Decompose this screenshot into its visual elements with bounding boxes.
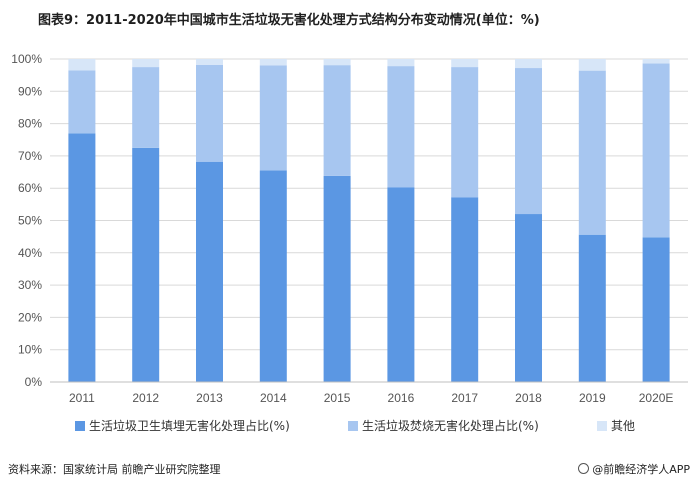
x-tick-label: 2012 (132, 391, 159, 405)
bar-segment-3 (578, 59, 606, 71)
bar-segment-1 (451, 197, 479, 382)
brand-logo-icon (578, 463, 590, 474)
source-note: 资料来源：国家统计局 前瞻产业研究院整理 (8, 463, 221, 476)
bar-segment-3 (196, 59, 223, 65)
x-axis: 2011 2012 2013 2014 2015 2016 2017 2018 2019 2020… (50, 381, 688, 405)
chart-title: 图表9：2011-2020年中国城市生活垃圾无害化处理方式结构分布变动情况(单位… (38, 13, 540, 28)
bar-segment-1 (578, 234, 606, 382)
legend-swatch (75, 421, 85, 431)
y-tick-label: 70% (18, 149, 42, 163)
bar-segment-1 (68, 133, 96, 382)
bar-segment-2 (578, 70, 606, 235)
x-tick-label: 2016 (388, 391, 415, 405)
y-tick-label: 40% (18, 246, 42, 260)
legend: 生活垃圾卫生填埋无害化处理占比(%) 生活垃圾焚烧无害化处理占比(%) 其他 (75, 418, 635, 433)
x-tick-label: 2015 (324, 391, 351, 405)
bar-segment-1 (259, 170, 287, 382)
bar-segment-1 (323, 175, 351, 382)
y-tick-label: 100% (11, 52, 42, 66)
x-tick-label: 2017 (451, 391, 478, 405)
bar-segment-2 (132, 67, 160, 148)
legend-swatch (348, 421, 358, 431)
y-tick-label: 20% (18, 310, 42, 324)
x-tick-label: 2020E (639, 391, 674, 405)
legend-swatch (597, 421, 607, 431)
bar-segment-1 (387, 187, 415, 382)
bar-segment-3 (451, 59, 479, 68)
x-tick-label: 2013 (196, 391, 223, 405)
y-tick-label: 60% (18, 181, 42, 195)
bar-segment-2 (259, 65, 287, 171)
y-axis: 0% 10% 20% 30% 40% 50% 60% 70% 80% 90% 100% (11, 52, 42, 389)
y-tick-label: 90% (18, 84, 42, 98)
y-tick-label: 50% (18, 214, 42, 228)
brand-label: @前瞻经济学人APP (578, 461, 690, 477)
bar-segment-3 (132, 59, 160, 68)
legend-label: 生活垃圾焚烧无害化处理占比(%) (362, 418, 539, 433)
bar-segment-3 (259, 59, 287, 66)
bar-segment-2 (515, 68, 542, 215)
bar-segment-2 (387, 66, 415, 188)
bar-segment-2 (642, 63, 670, 238)
bar-segment-1 (196, 161, 223, 382)
bar-segment-2 (196, 64, 223, 162)
bar-segment-3 (515, 59, 542, 69)
bar-segment-2 (68, 70, 96, 134)
bar-segment-3 (642, 59, 670, 64)
x-tick-label: 2018 (515, 391, 542, 405)
brand-text: @前瞻经济学人APP (592, 463, 690, 476)
bar-segment-3 (323, 59, 351, 66)
bar-segment-2 (451, 67, 479, 198)
bar-segment-3 (387, 59, 415, 67)
legend-label: 生活垃圾卫生填埋无害化处理占比(%) (89, 418, 290, 433)
bar-segment-1 (642, 237, 670, 382)
y-tick-label: 0% (25, 375, 43, 389)
x-tick-label: 2011 (69, 391, 95, 405)
bar-segment-1 (515, 214, 542, 382)
x-tick-label: 2014 (260, 391, 287, 405)
bar-segment-1 (132, 147, 160, 382)
bars (68, 59, 670, 382)
bar-segment-2 (323, 65, 351, 176)
x-tick-label: 2019 (579, 391, 606, 405)
legend-label: 其他 (611, 419, 635, 433)
y-tick-label: 80% (18, 117, 42, 131)
y-tick-label: 30% (18, 278, 42, 292)
bar-segment-3 (68, 59, 96, 71)
y-tick-label: 10% (18, 343, 42, 357)
